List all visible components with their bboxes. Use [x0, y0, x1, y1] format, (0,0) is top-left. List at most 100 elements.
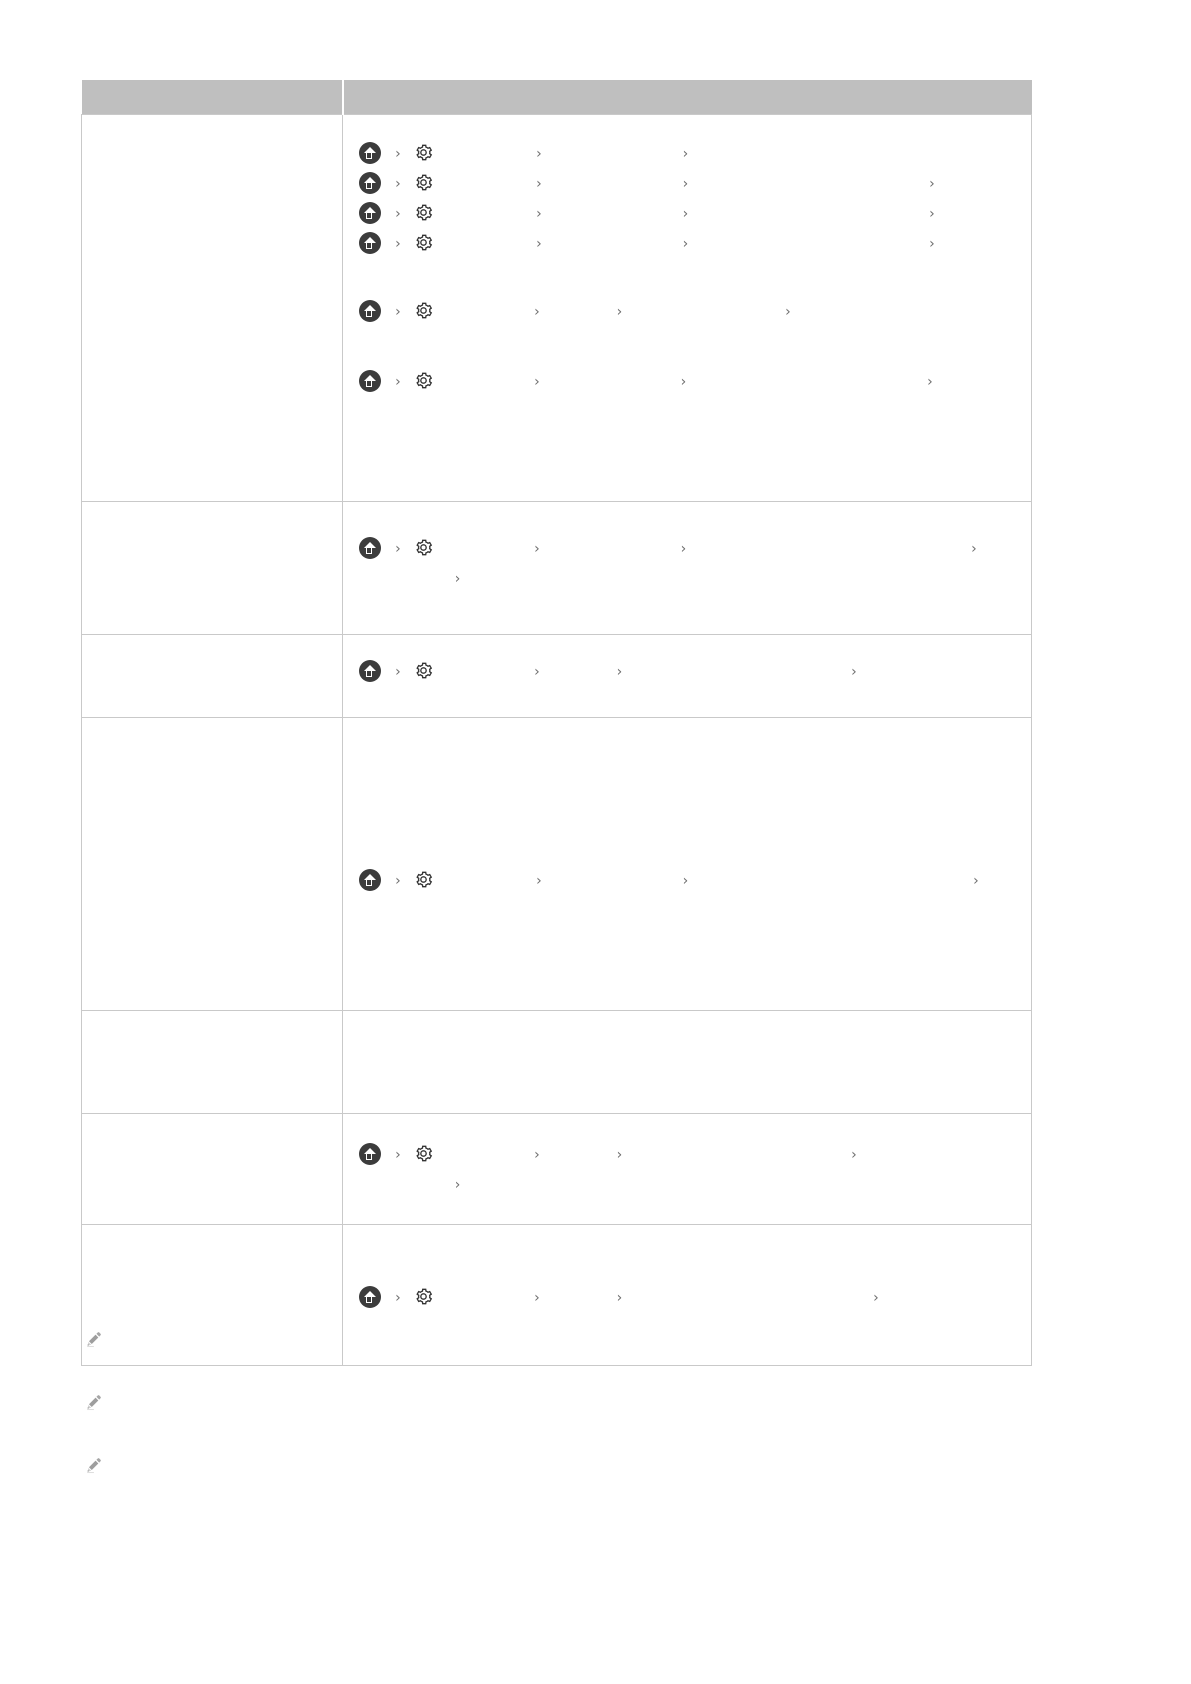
column-header-description	[342, 80, 1032, 115]
chevron-right-icon: ›	[534, 1290, 540, 1306]
table-row: › › › › ›	[81, 1113, 1032, 1225]
row-label-cell	[81, 114, 343, 502]
settings-path[interactable]: › › › ›	[359, 199, 1019, 229]
settings-reference-table: › › › ›	[81, 80, 1032, 1366]
chevron-right-icon: ›	[534, 374, 540, 390]
pencil-icon	[84, 1393, 103, 1412]
gear-icon	[414, 371, 433, 390]
table-row: › › › ›	[81, 634, 1032, 718]
chevron-right-icon: ›	[929, 176, 935, 192]
row-label-cell	[81, 717, 343, 1011]
chevron-right-icon: ›	[534, 541, 540, 557]
home-icon	[359, 232, 381, 254]
chevron-right-icon: ›	[682, 206, 689, 222]
home-icon	[359, 202, 381, 224]
settings-path[interactable]: › › › › ›	[359, 1140, 1019, 1200]
home-icon	[359, 172, 381, 194]
chevron-right-icon: ›	[785, 304, 791, 320]
gear-icon	[414, 1144, 433, 1163]
settings-path[interactable]: › › › ›	[359, 657, 1019, 687]
table-header-row	[81, 80, 1032, 115]
table-header	[81, 80, 1032, 115]
home-icon	[359, 142, 381, 164]
settings-path[interactable]: › › › ›	[359, 169, 1019, 199]
chevron-right-icon: ›	[682, 176, 689, 192]
chevron-right-icon: ›	[616, 1147, 623, 1163]
settings-path[interactable]: › › › ›	[359, 367, 1019, 397]
gear-icon	[414, 143, 433, 162]
path-group: › › › ›	[359, 866, 1019, 896]
home-icon	[359, 869, 381, 891]
chevron-right-icon: ›	[395, 176, 401, 192]
pencil-icon	[84, 1330, 103, 1349]
row-body-cell	[342, 1010, 1032, 1114]
chevron-right-icon: ›	[616, 664, 623, 680]
home-icon	[359, 1286, 381, 1308]
table-row	[81, 1010, 1032, 1114]
row-label-cell	[81, 634, 343, 718]
chevron-right-icon: ›	[682, 873, 689, 889]
chevron-right-icon: ›	[395, 374, 401, 390]
chevron-right-icon: ›	[395, 304, 401, 320]
settings-path[interactable]: › › › ›	[359, 229, 1019, 259]
row-label-cell	[81, 1224, 343, 1366]
chevron-right-icon: ›	[534, 304, 540, 320]
footnote-item	[81, 1456, 1111, 1486]
row-body-cell: › › › ›	[342, 114, 1032, 502]
chevron-right-icon: ›	[851, 1147, 857, 1163]
table-row: › › › › ›	[81, 501, 1032, 635]
gear-icon	[414, 1287, 433, 1306]
row-label-cell	[81, 1113, 343, 1225]
chevron-right-icon: ›	[454, 571, 461, 587]
chevron-right-icon: ›	[395, 236, 401, 252]
path-group: › › › ›	[359, 139, 1019, 259]
chevron-right-icon: ›	[873, 1290, 879, 1306]
chevron-right-icon: ›	[454, 1177, 461, 1193]
table-row: › › › ›	[81, 114, 1032, 502]
chevron-right-icon: ›	[973, 873, 979, 889]
home-icon	[359, 537, 381, 559]
chevron-right-icon: ›	[927, 374, 933, 390]
table-row: › › › ›	[81, 717, 1032, 1011]
chevron-right-icon: ›	[395, 541, 401, 557]
footnote-item	[81, 1393, 1111, 1423]
chevron-right-icon: ›	[395, 146, 401, 162]
home-icon	[359, 660, 381, 682]
chevron-right-icon: ›	[536, 176, 542, 192]
gear-icon	[414, 203, 433, 222]
path-group: › › › ›	[359, 297, 1019, 327]
table-row: › › › ›	[81, 1224, 1032, 1366]
gear-icon	[414, 301, 433, 320]
row-body-cell: › › › › ›	[342, 501, 1032, 635]
chevron-right-icon: ›	[395, 206, 401, 222]
chevron-right-icon: ›	[616, 304, 623, 320]
settings-path[interactable]: › › › › ›	[359, 534, 1019, 594]
chevron-right-icon: ›	[971, 541, 977, 557]
footnote-list	[81, 1330, 1111, 1519]
pencil-icon	[84, 1456, 103, 1475]
chevron-right-icon: ›	[680, 541, 687, 557]
gear-icon	[414, 661, 433, 680]
home-icon	[359, 370, 381, 392]
column-header-feature	[81, 80, 344, 115]
chevron-right-icon: ›	[536, 236, 542, 252]
path-group: › › › ›	[359, 1283, 1019, 1313]
settings-path[interactable]: › › › ›	[359, 1283, 1019, 1313]
row-body-cell: › › › ›	[342, 1224, 1032, 1366]
home-icon	[359, 1143, 381, 1165]
chevron-right-icon: ›	[680, 374, 687, 390]
chevron-right-icon: ›	[395, 664, 401, 680]
settings-path[interactable]: › › › ›	[359, 297, 1019, 327]
path-group: › › › ›	[359, 657, 1019, 687]
row-body-cell: › › › › ›	[342, 1113, 1032, 1225]
row-label-cell	[81, 1010, 343, 1114]
settings-path[interactable]: › › ›	[359, 139, 1019, 169]
gear-icon	[414, 233, 433, 252]
chevron-right-icon: ›	[534, 664, 540, 680]
chevron-right-icon: ›	[536, 873, 542, 889]
path-group: › › › › ›	[359, 534, 1019, 594]
row-body-cell: › › › ›	[342, 717, 1032, 1011]
chevron-right-icon: ›	[851, 664, 857, 680]
home-icon	[359, 300, 381, 322]
settings-path[interactable]: › › › ›	[359, 866, 1019, 896]
